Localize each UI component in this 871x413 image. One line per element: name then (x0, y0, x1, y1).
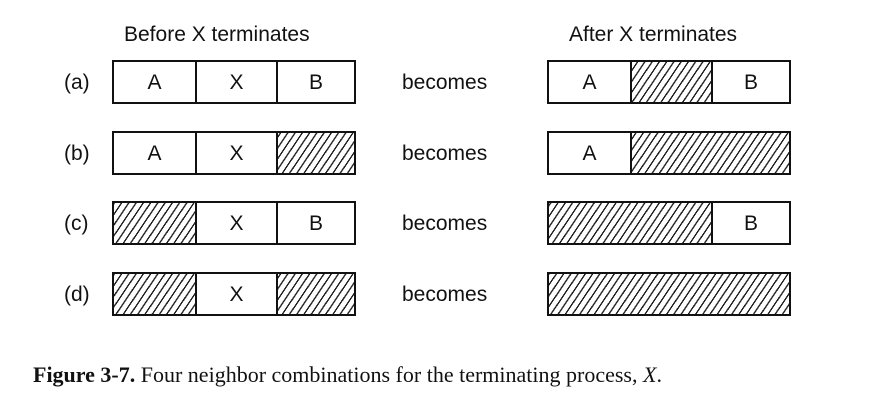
before-bar-c: X B (112, 201, 356, 245)
becomes-label-b: becomes (402, 142, 488, 165)
before-heading: Before X terminates (124, 23, 310, 46)
after-heading: After X terminates (569, 23, 738, 46)
segment-process: B (276, 62, 354, 102)
segment-process: A (147, 141, 162, 165)
segment-process: B (711, 203, 789, 243)
segment-hole (630, 62, 711, 102)
caption-variable: X (642, 362, 657, 387)
segment-hole (114, 203, 195, 243)
after-bar-a: A B (547, 60, 791, 104)
segment-process: B (711, 62, 789, 102)
segment-process: X (195, 133, 276, 173)
figure-caption: Figure 3-7. Four neighbor combinations f… (33, 361, 662, 389)
row-label-b: (b) (64, 142, 90, 165)
segment-process: X (195, 203, 276, 243)
segment-process: A (147, 70, 162, 94)
figure-number: Figure 3-7. (33, 362, 136, 387)
segment-process: X (195, 274, 276, 314)
segment-hole (549, 203, 711, 243)
becomes-label-a: becomes (402, 71, 488, 94)
before-bar-b: A X (112, 131, 356, 175)
segment-process: A (582, 141, 597, 165)
becomes-label-d: becomes (402, 283, 488, 306)
becomes-label-c: becomes (402, 212, 488, 235)
segment-process: A (582, 70, 597, 94)
before-bar-d: X (112, 272, 356, 316)
caption-text: Four neighbor combinations for the termi… (140, 362, 638, 387)
segment-hole (276, 133, 354, 173)
row-label-a: (a) (64, 71, 90, 94)
row-label-d: (d) (64, 283, 90, 306)
segment-hole (114, 274, 195, 314)
segment-hole (276, 274, 354, 314)
segment-hole (549, 274, 789, 314)
row-label-c: (c) (64, 212, 89, 235)
after-bar-b: A (547, 131, 791, 175)
segment-process: X (195, 62, 276, 102)
segment-process: B (276, 203, 354, 243)
before-bar-a: A X B (112, 60, 356, 104)
after-bar-d (547, 272, 791, 316)
segment-hole (630, 133, 789, 173)
after-bar-c: B (547, 201, 791, 245)
caption-end: . (656, 362, 662, 387)
